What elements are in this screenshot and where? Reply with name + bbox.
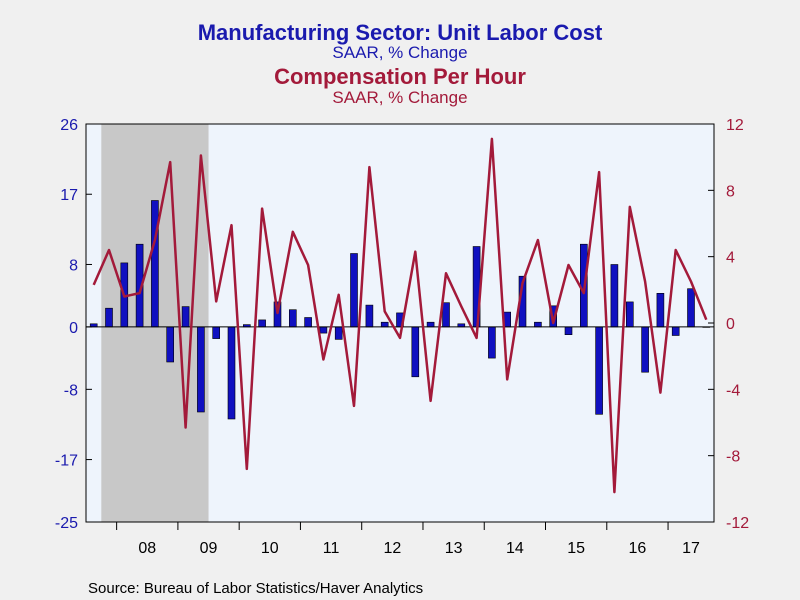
right-tick-label: -12 xyxy=(726,515,749,532)
ulc-bar xyxy=(625,301,634,328)
ulc-bar xyxy=(442,302,450,328)
left-tick-label: 0 xyxy=(69,320,78,337)
right-tick-label: 4 xyxy=(726,250,735,267)
ulc-bar xyxy=(380,321,389,328)
ulc-bar xyxy=(687,288,695,328)
ulc-bar xyxy=(656,292,665,328)
ulc-bar xyxy=(488,326,496,359)
ulc-bar xyxy=(227,326,236,420)
x-tick-label: 15 xyxy=(567,540,585,557)
left-axis: 26 17 8 0 -8 -17 -25 xyxy=(55,117,92,532)
x-tick-label: 14 xyxy=(506,540,524,557)
left-tick-label: -25 xyxy=(55,515,78,532)
x-tick-label: 08 xyxy=(138,540,156,557)
ulc-bar xyxy=(426,321,435,328)
left-tick-label: 8 xyxy=(69,257,78,274)
chart-title-cph: Compensation Per Hour xyxy=(274,64,526,89)
ulc-bar xyxy=(181,306,190,328)
ulc-bar xyxy=(534,321,542,328)
ulc-bar xyxy=(258,319,266,328)
ulc-bar xyxy=(212,326,220,339)
left-tick-label: 26 xyxy=(60,117,78,134)
ulc-bar xyxy=(319,326,328,334)
ulc-bar xyxy=(166,326,174,363)
x-tick-label: 12 xyxy=(383,540,401,557)
left-tick-label: 17 xyxy=(60,187,78,204)
x-tick-label: 13 xyxy=(445,540,463,557)
right-tick-label: -8 xyxy=(726,449,740,466)
x-axis: 08 09 10 11 12 13 14 15 16 17 xyxy=(116,522,700,557)
source-note: Source: Bureau of Labor Statistics/Haver… xyxy=(88,580,423,597)
x-tick-label: 16 xyxy=(629,540,647,557)
x-tick-label: 09 xyxy=(200,540,218,557)
ulc-bar xyxy=(350,253,358,328)
ulc-bar xyxy=(610,264,619,328)
ulc-bar xyxy=(641,326,649,373)
ulc-bar xyxy=(288,309,297,328)
right-tick-label: -4 xyxy=(726,382,740,399)
x-tick-label: 10 xyxy=(261,540,279,557)
x-tick-label: 17 xyxy=(682,540,700,557)
right-tick-label: 8 xyxy=(726,183,735,200)
left-tick-label: -8 xyxy=(64,382,78,399)
compensation-line xyxy=(92,137,708,494)
left-tick-label: -17 xyxy=(55,453,78,470)
ulc-bar xyxy=(105,307,113,328)
ulc-bar xyxy=(334,326,343,340)
ulc-bar xyxy=(304,317,312,328)
right-tick-label: 0 xyxy=(726,316,735,333)
ulc-bar xyxy=(197,326,205,413)
chart-title-ulc: Manufacturing Sector: Unit Labor Cost xyxy=(198,20,603,45)
right-tick-label: 12 xyxy=(726,117,744,134)
ulc-bar xyxy=(595,326,603,415)
ulc-bar xyxy=(411,326,420,378)
ulc-bar xyxy=(564,326,573,335)
ulc-bar xyxy=(151,200,159,328)
ulc-bar xyxy=(671,326,680,336)
right-axis: 12 8 4 0 -4 -8 -12 xyxy=(708,117,749,532)
x-tick-label: 11 xyxy=(323,540,340,557)
chart-subtitle-cph: SAAR, % Change xyxy=(332,88,467,107)
ulc-bar xyxy=(365,304,374,328)
chart-subtitle-ulc: SAAR, % Change xyxy=(332,43,467,62)
